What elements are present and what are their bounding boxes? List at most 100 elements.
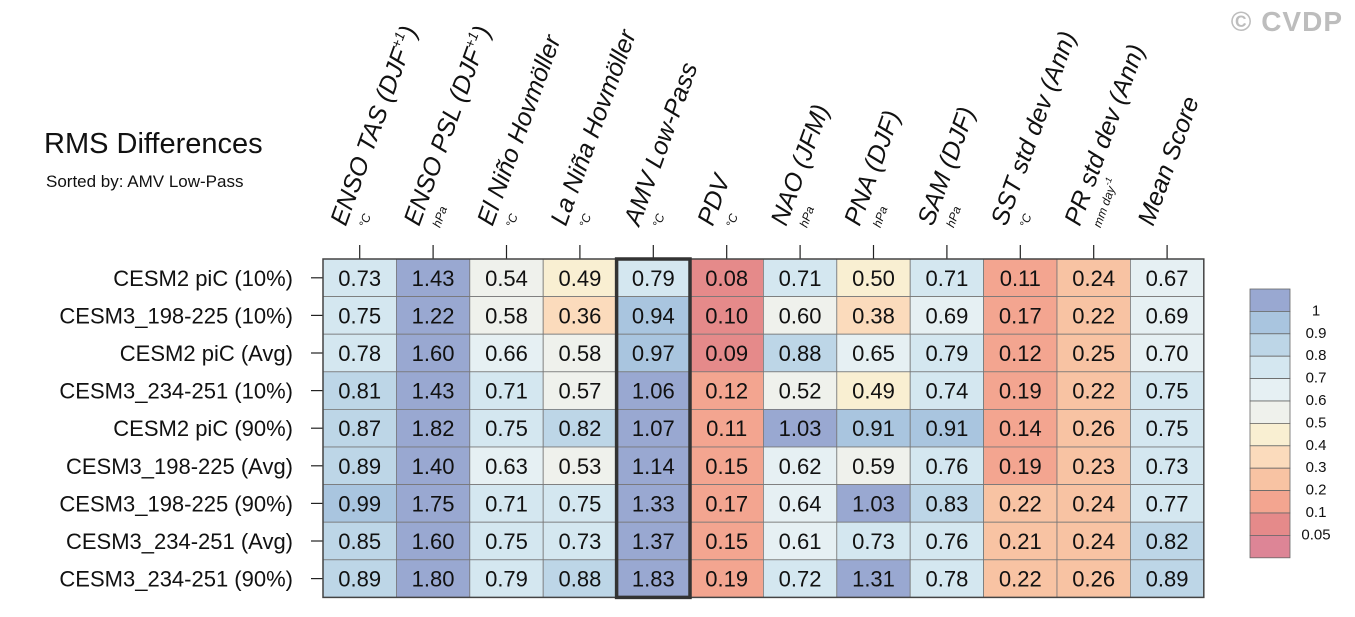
- cell-value: 0.89: [338, 567, 381, 592]
- cell-value: 0.97: [632, 341, 675, 366]
- row-label: CESM2 piC (90%): [113, 416, 293, 441]
- cell-value: 0.59: [852, 454, 895, 479]
- colorbar-label: 0.7: [1306, 370, 1327, 387]
- cell-value: 0.17: [705, 491, 748, 516]
- cell-value: 0.24: [1072, 491, 1115, 516]
- column-unit: hPa: [430, 204, 451, 229]
- cell-value: 0.79: [485, 567, 528, 592]
- heatmap-cell: [1130, 258, 1205, 297]
- column-unit: hPa: [797, 204, 818, 229]
- cell-value: 0.89: [338, 454, 381, 479]
- cell-value: 0.81: [338, 379, 381, 404]
- column-label: Mean Score: [1132, 93, 1204, 229]
- heatmap-cell: [909, 521, 985, 561]
- heatmap-cell: [836, 521, 911, 561]
- cell-value: 0.53: [558, 454, 601, 479]
- cell-value: 0.77: [1146, 491, 1189, 516]
- cell-value: 0.73: [1146, 454, 1189, 479]
- cell-value: 1.40: [412, 454, 455, 479]
- heatmap-cell: [469, 446, 544, 485]
- watermark: © CVDP: [1230, 6, 1343, 37]
- heatmap-cell: [909, 446, 985, 485]
- cell-value: 0.75: [485, 416, 528, 441]
- heatmap-cell: [616, 484, 691, 523]
- cell-value: 0.78: [338, 341, 381, 366]
- heatmap-cell: [836, 408, 911, 448]
- cell-value: 0.61: [779, 529, 822, 554]
- heatmap-cell: [469, 258, 544, 297]
- heatmap-cell: [542, 559, 618, 598]
- colorbar-label: 0.4: [1306, 437, 1327, 454]
- heatmap-cell: [836, 446, 911, 485]
- colorbar-label: 0.05: [1301, 526, 1330, 543]
- colorbar-label: 1: [1312, 302, 1320, 319]
- cell-value: 0.79: [925, 341, 968, 366]
- cell-value: 0.49: [558, 266, 601, 291]
- heatmap-cell: [395, 258, 471, 297]
- cell-value: 0.73: [338, 266, 381, 291]
- column-unit: hPa: [943, 204, 964, 229]
- column-unit: °C: [503, 211, 521, 229]
- heatmap-cell: [1056, 371, 1131, 410]
- heatmap-cell: [983, 408, 1058, 448]
- row-label: CESM3_198-225 (Avg): [66, 454, 293, 479]
- cell-value: 0.71: [925, 266, 968, 291]
- heatmap-cell: [1130, 484, 1205, 523]
- heatmap-cell: [395, 484, 471, 523]
- column-unit: °C: [1017, 211, 1035, 229]
- sorted-column-highlight: [614, 257, 692, 600]
- heatmap-cell: [983, 258, 1058, 297]
- cell-value: 0.75: [1146, 416, 1189, 441]
- cell-value: 1.03: [852, 491, 895, 516]
- heatmap-cell: [763, 408, 838, 448]
- heatmap-cell: [763, 521, 838, 561]
- cell-value: 0.82: [558, 416, 601, 441]
- row-label: CESM3_198-225 (10%): [59, 303, 293, 328]
- heatmap-cell: [395, 333, 471, 373]
- cell-value: 0.75: [338, 303, 381, 328]
- cell-value: 0.19: [999, 454, 1042, 479]
- heatmap-cell: [1056, 559, 1131, 598]
- cell-value: 0.15: [705, 454, 748, 479]
- cell-value: 1.22: [412, 303, 455, 328]
- cell-value: 0.22: [1072, 379, 1115, 404]
- cell-value: 0.70: [1146, 341, 1189, 366]
- cell-value: 0.58: [485, 303, 528, 328]
- cell-value: 0.22: [999, 567, 1042, 592]
- cell-value: 1.07: [632, 416, 675, 441]
- heatmap-cell: [469, 559, 544, 598]
- cell-value: 0.26: [1072, 416, 1115, 441]
- cell-value: 0.83: [925, 491, 968, 516]
- cell-value: 0.22: [999, 491, 1042, 516]
- colorbar-swatch: [1249, 490, 1291, 514]
- cell-value: 0.62: [779, 454, 822, 479]
- heatmap-cell: [395, 446, 471, 485]
- cell-value: 1.82: [412, 416, 455, 441]
- heatmap-cell: [322, 408, 397, 448]
- heatmap-cell: [763, 559, 838, 598]
- cell-value: 0.99: [338, 491, 381, 516]
- cell-value: 0.75: [558, 491, 601, 516]
- cell-value: 0.08: [705, 266, 748, 291]
- column-unit: °C: [650, 211, 668, 229]
- cell-value: 0.10: [705, 303, 748, 328]
- cell-value: 0.21: [999, 529, 1042, 554]
- colorbar-swatch: [1249, 288, 1291, 312]
- column-header: Mean Score: [1132, 93, 1204, 229]
- colorbar-label: 0.8: [1306, 347, 1327, 364]
- heatmap-cell: [689, 258, 764, 297]
- column-label: NAO (JFM): [765, 101, 835, 229]
- heatmap-cell: [1056, 296, 1131, 335]
- heatmap-cell: [469, 484, 544, 523]
- cell-value: 1.43: [412, 266, 455, 291]
- column-unit: °C: [576, 211, 594, 229]
- cell-value: 0.75: [485, 529, 528, 554]
- heatmap-cell: [909, 371, 985, 410]
- column-header: SAM (DJF)hPa: [912, 103, 981, 229]
- cell-value: 0.72: [779, 567, 822, 592]
- column-label: PNA (DJF): [839, 107, 906, 229]
- cell-value: 0.12: [999, 341, 1042, 366]
- cell-value: 0.24: [1072, 266, 1115, 291]
- cell-value: 0.88: [558, 567, 601, 592]
